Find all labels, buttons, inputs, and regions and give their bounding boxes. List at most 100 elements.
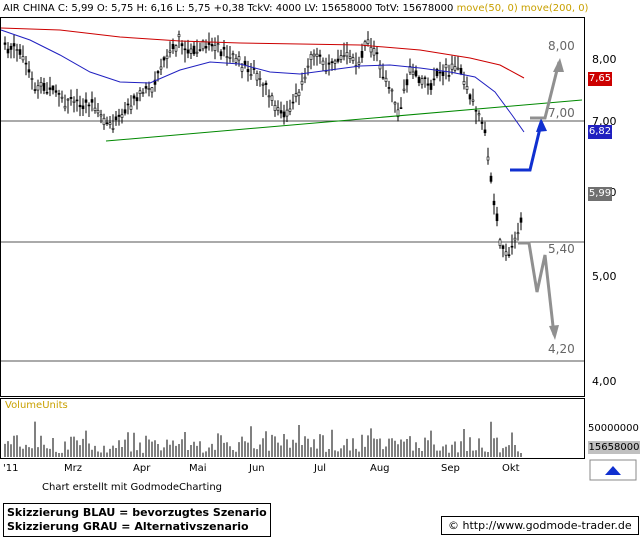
candle-body [381,76,385,79]
candle-body [57,93,61,95]
candle-body [129,105,133,110]
candle-body [387,87,391,89]
candle-body [171,43,175,50]
source-url-link[interactable]: © http://www.godmode-trader.de [441,516,639,535]
candle-body [447,75,451,77]
candle-body [375,52,379,55]
candle-body [384,77,388,82]
ma200-price-tag: 7,65 [588,72,612,86]
candle-body [6,48,10,54]
candlestick-series [3,30,523,261]
quote-text: AIR CHINA C: 5,99 O: 5,75 H: 6,16 L: 5,7… [3,3,454,14]
candle-body [120,114,124,118]
candle-body [30,78,34,80]
scenario-legend-box: Skizzierung BLAU = bevorzugtes Szenario … [3,503,271,537]
candle-body [426,83,430,86]
candle-body [75,99,79,102]
x-tick-mrz: Mrz [64,463,82,474]
candle-body [399,107,403,109]
candle-body [204,46,208,49]
candle-body [201,40,205,50]
candle-body [102,117,106,125]
candle-body [492,200,496,206]
x-tick-apr: Apr [133,463,151,474]
candle-body [468,94,472,100]
candle-body [291,101,295,104]
candle-body [297,91,301,96]
y-tick-800: 8,00 [592,53,617,66]
candle-body [333,60,337,64]
candle-body [420,78,424,85]
candle-body [348,56,352,59]
candle-body [414,70,418,77]
candle-body [213,45,217,51]
candle-body [168,50,172,53]
ma50-line [0,29,525,133]
candle-body [453,66,457,71]
candle-body [141,92,145,94]
candle-body [144,86,148,89]
grey-scenario-down-arrowhead [549,325,559,340]
candle-body [519,217,523,223]
candle-body [159,66,163,70]
candle-body [267,95,271,98]
price-panel-frame [0,17,585,397]
candle-body [429,83,433,90]
candle-body [174,45,178,52]
candle-body [78,104,82,108]
candle-body [402,88,406,91]
candle-body [132,95,136,99]
candle-body [510,245,514,248]
candle-body [240,67,244,72]
candle-body [15,49,19,51]
candle-body [300,80,304,85]
x-tick-okt: Okt [502,463,520,474]
ma200-line [0,27,525,79]
candle-body [42,83,46,91]
volume-label: VolumeUnits [5,400,68,411]
moving-average-legend: move(50, 0) move(200, 0) [456,3,589,14]
candle-body [435,68,439,77]
target-label-800: 8,00 [548,39,575,53]
volume-last-tag: 15658000 [588,441,640,454]
volume-bars [4,421,522,457]
candle-body [480,121,484,124]
candle-body [495,213,499,222]
candle-body [465,86,469,90]
candle-body [339,55,343,60]
candle-body [288,108,292,112]
candle-body [321,60,325,65]
candle-body [270,95,274,101]
candle-body [3,42,7,45]
candle-body [408,66,412,73]
candle-body [345,52,349,57]
candle-body [438,71,442,74]
candle-body [417,77,421,83]
candle-body [327,62,331,65]
candle-body [87,104,91,107]
candle-body [156,71,160,74]
candle-body [147,88,151,90]
candle-body [501,245,505,249]
candle-body [249,74,253,77]
candle-body [36,85,40,91]
x-tick-mai: Mai [189,463,207,474]
scenario-note-blue: Skizzierung BLAU = bevorzugtes Szenario [7,506,267,519]
candle-body [90,99,94,103]
candle-body [99,114,103,117]
candle-body [21,56,25,61]
candle-body [393,102,397,105]
candle-body [207,42,211,45]
volume-tick-5e7: 50000000 [588,423,639,434]
candle-body [450,63,454,70]
candle-body [282,111,286,118]
candle-body [405,79,409,86]
candle-body [357,61,361,65]
candle-body [24,62,28,65]
target-label-420: 4,20 [548,342,575,356]
candle-body [234,57,238,63]
candle-body [27,69,31,73]
x-tick-jan: '11 [3,463,19,474]
scenario-note-grey: Skizzierung GRAU = Alternativszenario [7,520,249,533]
candle-body [138,90,142,94]
